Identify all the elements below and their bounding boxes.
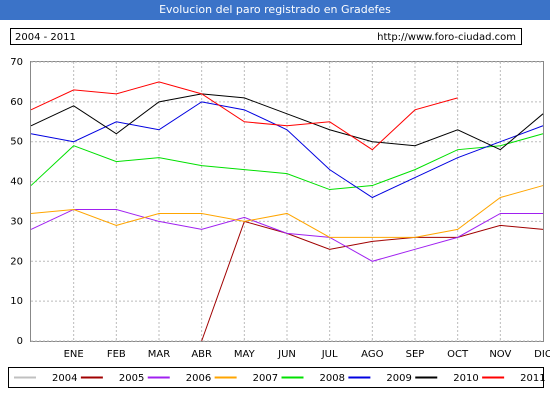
legend-label: 2004 <box>52 373 77 384</box>
y-tick-label: 60 <box>10 97 23 108</box>
y-tick-label: 40 <box>10 177 23 188</box>
x-tick-label: SEP <box>406 349 425 360</box>
y-tick-label: 30 <box>10 216 23 227</box>
legend-label: 2011 <box>520 373 545 384</box>
x-tick-label: ENE <box>64 349 84 360</box>
x-tick-label: JUL <box>321 349 338 360</box>
info-box <box>10 28 522 45</box>
legend <box>8 367 544 388</box>
source: http://www.foro-ciudad.com <box>377 32 516 43</box>
y-tick-label: 20 <box>10 256 23 267</box>
x-tick-label: JUN <box>277 349 296 360</box>
x-tick-label: AGO <box>361 349 383 360</box>
series-line <box>30 133 544 191</box>
legend-label: 2009 <box>386 373 411 384</box>
y-tick-label: 50 <box>10 137 23 148</box>
y-tick-label: 70 <box>10 57 23 68</box>
x-tick-label: DIC <box>534 349 550 360</box>
series-line <box>30 93 544 151</box>
series-line <box>30 81 458 151</box>
x-tick-label: FEB <box>107 349 126 360</box>
legend-label: 2008 <box>320 373 345 384</box>
y-tick-label: 0 <box>17 336 23 347</box>
chart-title: Evolucion del paro registrado en Gradefe… <box>159 3 391 16</box>
subtitle: 2004 - 2011 <box>15 32 76 43</box>
x-tick-label: ABR <box>191 349 212 360</box>
series-line <box>30 185 544 238</box>
x-tick-label: MAY <box>234 349 256 360</box>
x-tick-label: NOV <box>489 349 511 360</box>
x-tick-label: MAR <box>148 349 170 360</box>
y-tick-label: 10 <box>10 296 23 307</box>
series-line <box>30 101 544 199</box>
legend-label: 2006 <box>186 373 211 384</box>
x-tick-label: OCT <box>447 349 469 360</box>
legend-label: 2007 <box>253 373 278 384</box>
title-bar <box>0 0 550 20</box>
legend-label: 2010 <box>453 373 478 384</box>
series-line <box>30 208 543 262</box>
legend-label: 2005 <box>119 373 144 384</box>
series-line <box>201 220 544 342</box>
